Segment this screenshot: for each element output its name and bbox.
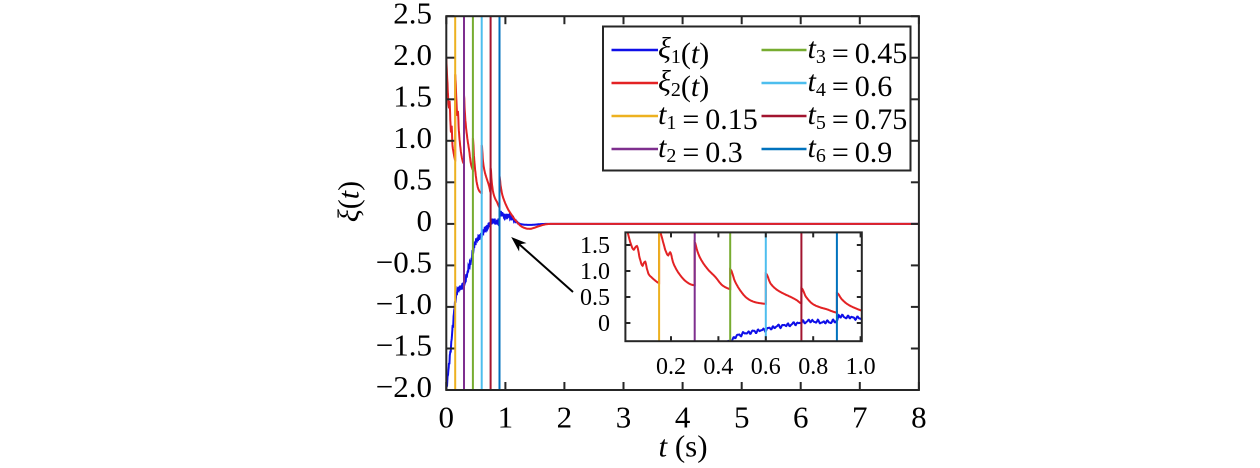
svg-text:7: 7 <box>852 400 868 435</box>
svg-text:−1.5: −1.5 <box>376 328 432 363</box>
svg-text:t6 = 0.9: t6 = 0.9 <box>808 131 893 169</box>
svg-text:ξ2(t): ξ2(t) <box>658 65 709 103</box>
svg-text:ξ1(t): ξ1(t) <box>658 32 709 70</box>
svg-text:0.8: 0.8 <box>798 354 828 380</box>
svg-text:0: 0 <box>417 203 433 238</box>
svg-text:0.4: 0.4 <box>703 354 733 380</box>
svg-text:4: 4 <box>675 400 691 435</box>
svg-text:2: 2 <box>557 400 573 435</box>
svg-text:5: 5 <box>734 400 750 435</box>
svg-text:1.0: 1.0 <box>393 120 432 155</box>
svg-text:2.0: 2.0 <box>393 37 432 72</box>
svg-text:2.5: 2.5 <box>393 0 432 30</box>
svg-text:0.5: 0.5 <box>580 285 610 311</box>
svg-text:ξ(t): ξ(t) <box>333 181 366 222</box>
svg-text:1: 1 <box>498 400 514 435</box>
svg-text:−2.0: −2.0 <box>376 369 432 404</box>
svg-text:8: 8 <box>911 400 927 435</box>
svg-text:−1.0: −1.0 <box>376 286 432 321</box>
svg-text:1.5: 1.5 <box>580 233 610 259</box>
svg-text:0: 0 <box>598 311 610 337</box>
svg-text:6: 6 <box>793 400 809 435</box>
svg-text:0: 0 <box>439 400 455 435</box>
svg-text:−0.5: −0.5 <box>376 245 432 280</box>
svg-text:0.6: 0.6 <box>751 354 781 380</box>
svg-text:t (s): t (s) <box>658 429 707 464</box>
svg-text:0.2: 0.2 <box>656 354 686 380</box>
svg-text:3: 3 <box>616 400 632 435</box>
svg-text:1.0: 1.0 <box>580 259 610 285</box>
svg-text:1.5: 1.5 <box>393 79 432 114</box>
svg-text:1.0: 1.0 <box>846 354 876 380</box>
svg-text:0.5: 0.5 <box>393 162 432 197</box>
